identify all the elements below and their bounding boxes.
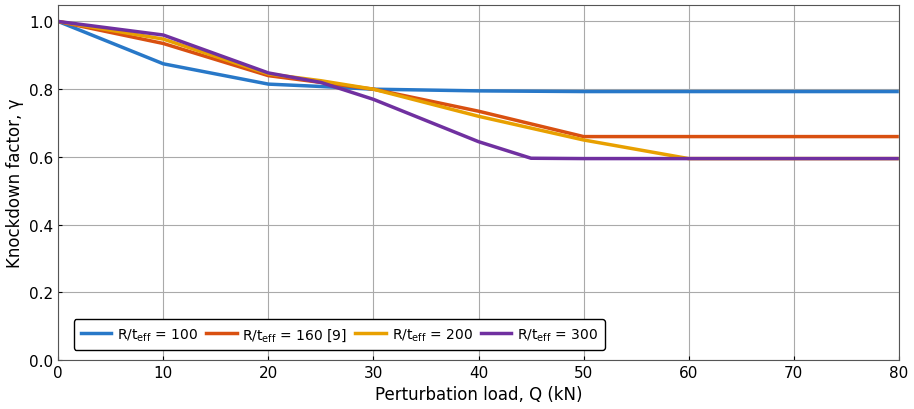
- Y-axis label: Knockdown factor, γ: Knockdown factor, γ: [5, 98, 24, 267]
- X-axis label: Perturbation load, Q (kN): Perturbation load, Q (kN): [375, 386, 582, 403]
- Legend: $\mathregular{R/t_{eff}}$ = 100, $\mathregular{R/t_{eff}}$ = 160 [9], $\mathregu: $\mathregular{R/t_{eff}}$ = 100, $\mathr…: [73, 319, 605, 350]
